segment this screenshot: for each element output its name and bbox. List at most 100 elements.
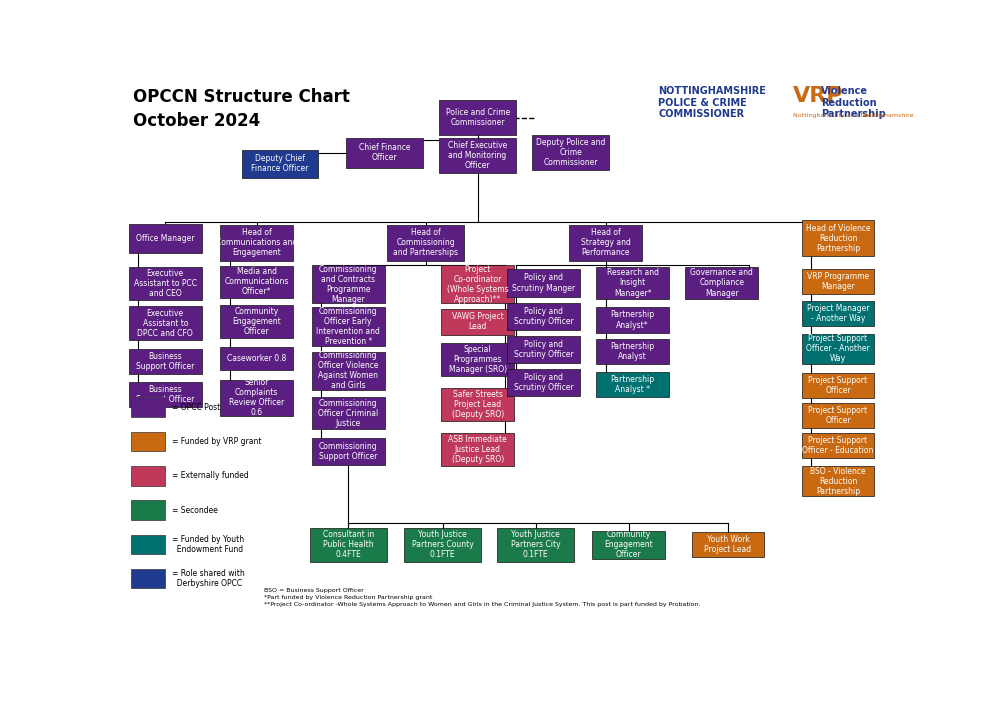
FancyBboxPatch shape	[441, 433, 514, 467]
Text: Governance and
Compliance
Manager: Governance and Compliance Manager	[690, 269, 753, 298]
FancyBboxPatch shape	[129, 224, 202, 252]
FancyBboxPatch shape	[441, 387, 514, 421]
FancyBboxPatch shape	[220, 266, 293, 298]
Text: Youth Justice
Partners County
0.1FTE: Youth Justice Partners County 0.1FTE	[412, 530, 474, 559]
Text: Research and
Insight
Manager*: Research and Insight Manager*	[607, 269, 659, 298]
FancyBboxPatch shape	[802, 269, 874, 294]
FancyBboxPatch shape	[596, 267, 669, 299]
FancyBboxPatch shape	[685, 267, 758, 299]
FancyBboxPatch shape	[802, 403, 874, 428]
Text: Policy and
Scrutiny Officer: Policy and Scrutiny Officer	[514, 373, 573, 392]
Text: Project Support
Officer - Another
Way: Project Support Officer - Another Way	[806, 334, 870, 363]
FancyBboxPatch shape	[129, 306, 202, 340]
Text: = Funded by Youth
  Endowment Fund: = Funded by Youth Endowment Fund	[172, 534, 244, 554]
FancyBboxPatch shape	[802, 221, 874, 257]
FancyBboxPatch shape	[220, 305, 293, 338]
FancyBboxPatch shape	[129, 267, 202, 300]
Text: Partnership
Analyst: Partnership Analyst	[611, 342, 655, 361]
Text: Media and
Communications
Officer*: Media and Communications Officer*	[225, 267, 289, 296]
FancyBboxPatch shape	[310, 528, 387, 562]
FancyBboxPatch shape	[507, 269, 580, 297]
FancyBboxPatch shape	[439, 138, 516, 173]
FancyBboxPatch shape	[441, 308, 514, 334]
FancyBboxPatch shape	[497, 528, 574, 562]
FancyBboxPatch shape	[312, 351, 385, 390]
Text: Commissioning
Officer Early
Intervention and
Prevention *: Commissioning Officer Early Intervention…	[316, 307, 380, 346]
Text: Commissioning
and Contracts
Programme
Manager: Commissioning and Contracts Programme Ma…	[319, 264, 378, 304]
Text: Nottingham City and Nottinghamshire: Nottingham City and Nottinghamshire	[793, 113, 913, 118]
Text: BSO = Business Support Officer
*Part funded by Violence Reduction Partnership gr: BSO = Business Support Officer *Part fun…	[264, 588, 701, 607]
FancyBboxPatch shape	[802, 334, 874, 364]
FancyBboxPatch shape	[532, 136, 609, 170]
Text: Project Manager
- Another Way: Project Manager - Another Way	[807, 304, 869, 323]
FancyBboxPatch shape	[220, 380, 293, 416]
FancyBboxPatch shape	[312, 265, 385, 303]
Text: Project Support
Officer: Project Support Officer	[808, 406, 868, 425]
Text: = OPCC Post: = OPCC Post	[172, 402, 220, 411]
Text: Office Manager: Office Manager	[136, 234, 195, 243]
FancyBboxPatch shape	[802, 433, 874, 458]
FancyBboxPatch shape	[131, 466, 165, 486]
FancyBboxPatch shape	[312, 308, 385, 346]
FancyBboxPatch shape	[802, 466, 874, 496]
Text: October 2024: October 2024	[133, 112, 260, 130]
FancyBboxPatch shape	[507, 303, 580, 329]
FancyBboxPatch shape	[802, 373, 874, 398]
FancyBboxPatch shape	[220, 225, 293, 261]
FancyBboxPatch shape	[404, 528, 481, 562]
Text: NOTTINGHAMSHIRE
POLICE & CRIME
COMMISSIONER: NOTTINGHAMSHIRE POLICE & CRIME COMMISSIO…	[658, 86, 766, 119]
FancyBboxPatch shape	[346, 138, 423, 168]
Text: = Secondee: = Secondee	[172, 506, 217, 515]
Text: BSO - Violence
Reduction
Partnership: BSO - Violence Reduction Partnership	[810, 467, 866, 496]
Text: Policy and
Scrutiny Officer: Policy and Scrutiny Officer	[514, 340, 573, 359]
FancyBboxPatch shape	[439, 100, 516, 135]
Text: Youth Work
Project Lead: Youth Work Project Lead	[704, 535, 752, 554]
FancyBboxPatch shape	[507, 369, 580, 396]
FancyBboxPatch shape	[129, 349, 202, 374]
FancyBboxPatch shape	[312, 438, 385, 465]
FancyBboxPatch shape	[507, 336, 580, 363]
Text: Community
Engagement
Officer: Community Engagement Officer	[232, 307, 281, 337]
Text: VRP: VRP	[793, 86, 844, 106]
Text: Community
Engagement
Officer: Community Engagement Officer	[604, 530, 653, 559]
Text: Policy and
Scrutiny Officer: Policy and Scrutiny Officer	[514, 307, 573, 326]
Text: Violence
Reduction
Partnership: Violence Reduction Partnership	[821, 86, 886, 119]
Text: Partnership
Analyst *: Partnership Analyst *	[611, 375, 655, 395]
Text: = Role shared with
  Derbyshire OPCC: = Role shared with Derbyshire OPCC	[172, 569, 244, 588]
FancyBboxPatch shape	[131, 397, 165, 417]
Text: Chief Executive
and Monitoring
Officer: Chief Executive and Monitoring Officer	[448, 141, 507, 170]
FancyBboxPatch shape	[596, 373, 669, 397]
Text: Safer Streets
Project Lead
(Deputy SRO): Safer Streets Project Lead (Deputy SRO)	[452, 390, 504, 419]
FancyBboxPatch shape	[802, 301, 874, 326]
FancyBboxPatch shape	[569, 225, 642, 261]
FancyBboxPatch shape	[312, 397, 385, 429]
FancyBboxPatch shape	[441, 344, 514, 376]
Text: Senior
Complaints
Review Officer
0.6: Senior Complaints Review Officer 0.6	[229, 378, 284, 417]
Text: ASB Immediate
Justice Lead
(Deputy SRO): ASB Immediate Justice Lead (Deputy SRO)	[448, 435, 507, 464]
FancyBboxPatch shape	[387, 225, 464, 261]
FancyBboxPatch shape	[596, 308, 669, 332]
Text: Commissioning
Officer Criminal
Justice: Commissioning Officer Criminal Justice	[318, 399, 378, 428]
Text: Deputy Police and
Crime
Commissioner: Deputy Police and Crime Commissioner	[536, 139, 605, 168]
Text: Head of Violence
Reduction
Partnership: Head of Violence Reduction Partnership	[806, 224, 870, 253]
Text: = Funded by VRP grant: = Funded by VRP grant	[172, 437, 261, 446]
Text: Policy and
Scrutiny Manger: Policy and Scrutiny Manger	[512, 274, 575, 293]
FancyBboxPatch shape	[131, 569, 165, 588]
Text: Project Support
Officer: Project Support Officer	[808, 376, 868, 395]
Text: OPCCN Structure Chart: OPCCN Structure Chart	[133, 88, 350, 105]
Text: Business
Support Officer: Business Support Officer	[136, 352, 194, 371]
FancyBboxPatch shape	[131, 431, 165, 451]
FancyBboxPatch shape	[596, 339, 669, 364]
Text: Special
Programmes
Manager (SRO): Special Programmes Manager (SRO)	[449, 345, 507, 374]
Text: Commissioning
Officer Violence
Against Women
and Girls: Commissioning Officer Violence Against W…	[318, 351, 378, 390]
Text: Head of
Communications and
Engagement: Head of Communications and Engagement	[216, 228, 297, 257]
FancyBboxPatch shape	[131, 534, 165, 554]
FancyBboxPatch shape	[692, 532, 764, 557]
Text: Project Support
Officer - Education: Project Support Officer - Education	[802, 436, 874, 455]
Text: Chief Finance
Officer: Chief Finance Officer	[359, 144, 410, 163]
FancyBboxPatch shape	[441, 265, 514, 303]
Text: Police and Crime
Commissioner: Police and Crime Commissioner	[446, 108, 510, 127]
Text: Head of
Strategy and
Performance: Head of Strategy and Performance	[581, 228, 630, 257]
Text: Project
Co-ordinator
(Whole Systems
Approach)**: Project Co-ordinator (Whole Systems Appr…	[447, 264, 508, 304]
Text: Commissioning
Support Officer: Commissioning Support Officer	[319, 443, 378, 461]
